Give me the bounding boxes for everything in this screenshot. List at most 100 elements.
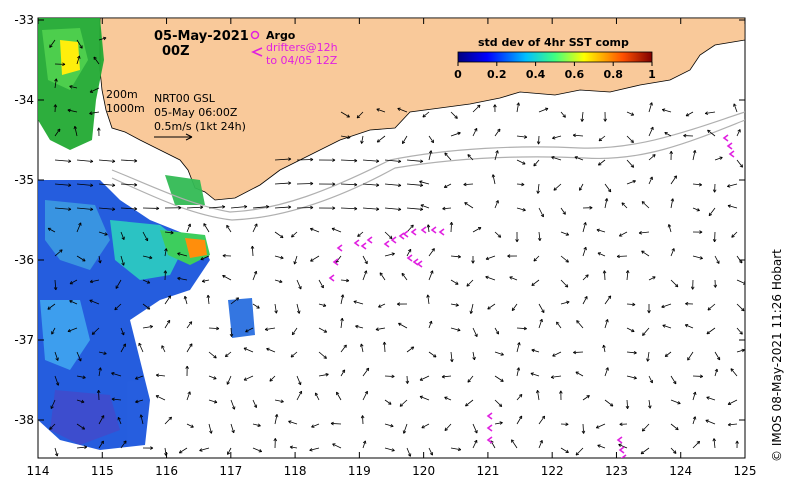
current-vector xyxy=(640,447,650,455)
current-vector xyxy=(492,174,496,185)
current-vector-head xyxy=(91,331,96,335)
current-vector xyxy=(98,367,101,377)
current-vector-head xyxy=(96,389,101,394)
current-vector-head xyxy=(685,113,690,117)
current-vector-head xyxy=(515,239,519,243)
current-vector xyxy=(291,327,298,336)
current-vector xyxy=(340,369,346,377)
map-date: 05-May-2021 xyxy=(154,29,249,44)
current-vector xyxy=(648,102,653,113)
current-vector xyxy=(76,375,86,379)
current-vector-head xyxy=(288,420,292,424)
current-vector xyxy=(730,368,738,377)
current-vector xyxy=(200,255,210,260)
current-vector-head xyxy=(550,375,555,379)
current-vector-head xyxy=(740,307,745,312)
current-vector-head xyxy=(266,347,270,352)
current-vector-head xyxy=(420,204,424,208)
current-vector xyxy=(340,135,351,138)
current-vector-head xyxy=(405,380,410,384)
current-vector xyxy=(472,327,478,337)
current-vector-head xyxy=(149,324,153,329)
current-vector-head xyxy=(661,108,666,112)
current-vector-head xyxy=(465,403,469,407)
current-vector-head xyxy=(531,282,535,286)
current-vector-head xyxy=(684,324,689,328)
current-vector-head xyxy=(477,227,482,231)
current-vector xyxy=(403,423,408,434)
current-vector-head xyxy=(536,141,541,145)
current-vector-head xyxy=(522,207,526,212)
current-vector xyxy=(54,128,61,137)
current-vector-head xyxy=(741,348,745,353)
current-vector xyxy=(494,375,504,382)
current-vector-head xyxy=(493,104,497,108)
current-vector-head xyxy=(89,111,93,115)
current-vector xyxy=(203,223,210,233)
current-vector xyxy=(226,375,232,385)
current-vector-head xyxy=(167,295,172,299)
current-vector xyxy=(692,391,696,401)
current-vector xyxy=(207,295,210,305)
current-vector xyxy=(76,39,83,49)
current-vector xyxy=(617,255,628,257)
current-vector-head xyxy=(696,208,700,212)
current-vector-head xyxy=(474,430,478,434)
current-vector-head xyxy=(200,257,204,261)
current-vector xyxy=(575,447,584,456)
current-vector xyxy=(230,327,233,337)
current-vector xyxy=(340,183,358,186)
current-vector-head xyxy=(551,156,555,160)
current-vector-head xyxy=(379,272,383,276)
current-vector-head xyxy=(353,300,357,304)
current-vector-head xyxy=(323,329,328,333)
current-vector-head xyxy=(631,328,635,333)
current-vector-head xyxy=(712,438,717,442)
current-vector-head xyxy=(112,207,116,211)
current-vector-head xyxy=(244,204,248,209)
current-vector xyxy=(604,270,606,281)
current-vector xyxy=(54,207,71,210)
current-vector xyxy=(538,415,545,425)
current-vector xyxy=(54,78,57,89)
current-vector xyxy=(442,375,452,378)
current-vector-head xyxy=(378,304,382,308)
colorbar-tick-label: 0 xyxy=(454,68,462,81)
current-vector-head xyxy=(518,394,523,398)
current-vector xyxy=(538,440,543,449)
colorbar-tick-label: 0.8 xyxy=(603,68,623,81)
current-vector xyxy=(76,183,93,186)
current-vector-head xyxy=(539,440,543,444)
current-vector xyxy=(376,108,386,113)
current-vector-head xyxy=(360,415,365,419)
current-vector-head xyxy=(155,395,160,399)
current-vector-head xyxy=(419,180,423,184)
current-vector xyxy=(661,303,672,308)
current-vector xyxy=(552,135,562,139)
current-vector xyxy=(47,303,56,310)
current-vector-head xyxy=(253,270,258,275)
current-vector-head xyxy=(511,307,516,312)
current-vector xyxy=(641,201,650,209)
current-vector-head xyxy=(177,252,181,256)
current-vector xyxy=(98,183,115,186)
current-vector-head xyxy=(183,295,188,300)
current-vector-head xyxy=(398,183,402,188)
current-vector-head xyxy=(516,367,521,371)
current-vector-head xyxy=(390,423,394,428)
current-vector xyxy=(402,135,408,144)
current-vector-head xyxy=(565,232,570,236)
current-vector xyxy=(142,325,153,329)
current-vector xyxy=(296,279,302,290)
current-vector xyxy=(225,351,232,357)
current-vector xyxy=(472,128,478,137)
current-vector-head xyxy=(706,330,710,335)
current-vector-head xyxy=(552,353,556,357)
current-vector xyxy=(626,327,635,332)
current-vector xyxy=(626,351,637,354)
current-vector xyxy=(384,423,394,427)
current-vector-head xyxy=(698,182,703,187)
current-vector-head xyxy=(77,55,81,59)
current-vector xyxy=(727,183,738,187)
current-vector-head xyxy=(673,175,677,179)
